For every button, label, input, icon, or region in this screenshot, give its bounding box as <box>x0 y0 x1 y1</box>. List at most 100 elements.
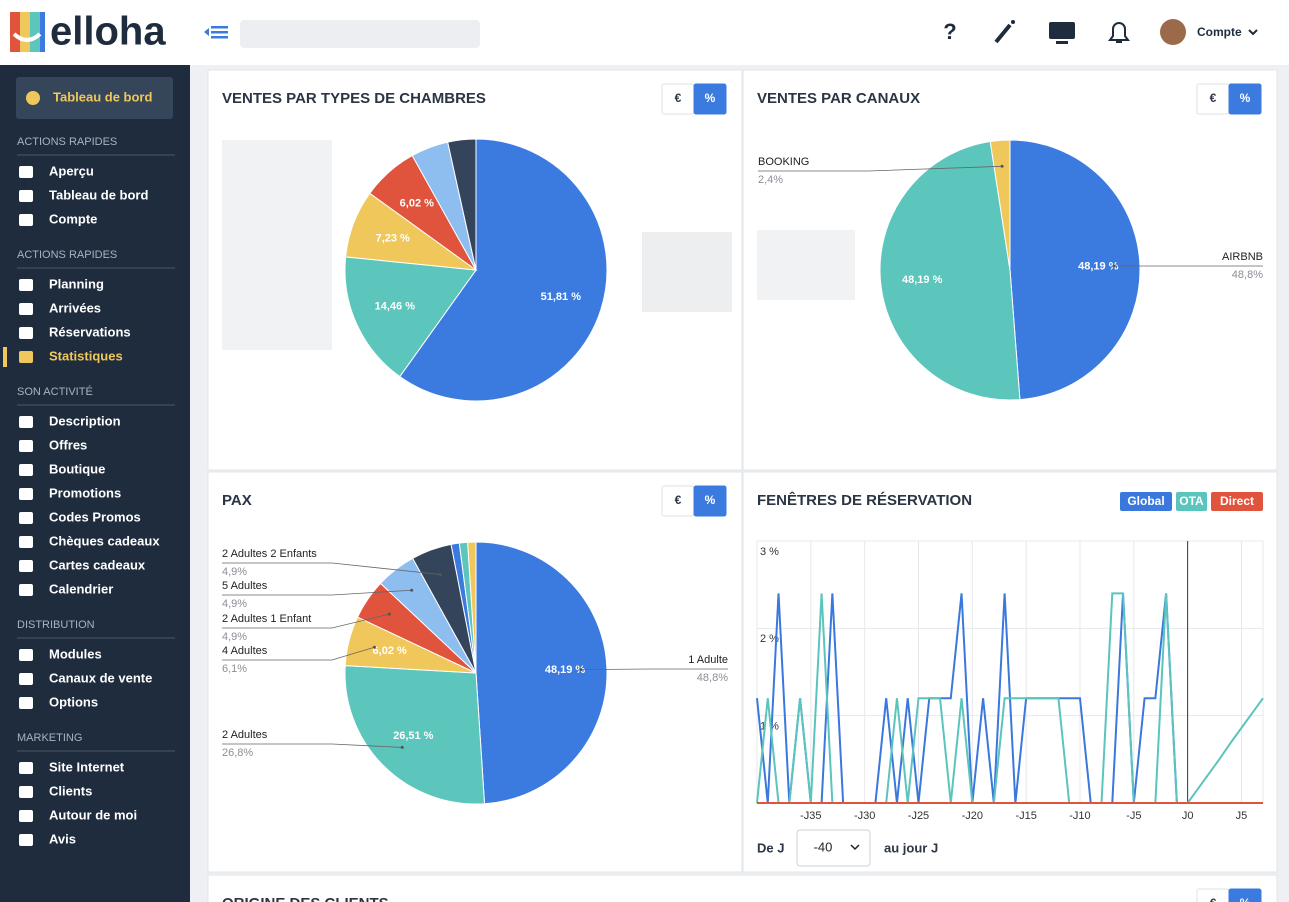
menu-icon <box>19 536 33 548</box>
toggle-label[interactable]: € <box>1210 91 1217 105</box>
menu-icon <box>19 351 33 363</box>
menu-item[interactable]: Tableau de bord <box>49 187 148 202</box>
toggle-label[interactable]: € <box>675 91 682 105</box>
menu-item[interactable]: Statistiques <box>49 348 123 363</box>
menu-item[interactable]: Chèques cadeaux <box>49 533 160 548</box>
toggle-button[interactable] <box>693 485 727 517</box>
menu-item[interactable]: Clients <box>49 783 92 798</box>
avatar[interactable] <box>1160 19 1186 45</box>
pie-slice <box>344 665 486 805</box>
menu-item[interactable]: Autour de moi <box>49 807 137 822</box>
callout-share: 48,8% <box>697 672 728 684</box>
logo-icon <box>30 12 40 52</box>
menu-item[interactable]: Modules <box>49 646 102 661</box>
callout-share: 4,9% <box>222 631 247 643</box>
leader-dot <box>1000 164 1004 168</box>
blurred-labels <box>757 230 855 300</box>
leader-dot <box>387 612 391 616</box>
panel-title: FENÊTRES DE RÉSERVATION <box>757 491 972 509</box>
legend-label[interactable]: OTA <box>1179 494 1204 508</box>
legend-button[interactable] <box>1176 492 1207 511</box>
help-icon[interactable]: ? <box>943 19 956 44</box>
menu-icon <box>19 810 33 822</box>
menu-icon <box>19 166 33 178</box>
callout-label: 2 Adultes <box>222 729 268 741</box>
screen-icon[interactable] <box>1049 22 1075 44</box>
menu-item[interactable]: Arrivées <box>49 300 101 315</box>
leader-line <box>758 165 1003 172</box>
legend-label[interactable]: Direct <box>1220 494 1254 508</box>
pie-slice <box>1009 139 1141 401</box>
toggle-label[interactable]: % <box>1240 91 1251 105</box>
range-select[interactable] <box>796 829 871 867</box>
wand-icon[interactable] <box>994 20 1015 44</box>
x-tick-label: J5 <box>1236 810 1248 822</box>
menu-item[interactable]: Offres <box>49 437 87 452</box>
x-tick-label: -J30 <box>854 810 875 822</box>
active-marker <box>3 347 7 367</box>
toggle-label[interactable]: % <box>1240 896 1251 902</box>
callout-label: 2 Adultes 1 Enfant <box>222 613 311 625</box>
panel <box>207 874 1278 902</box>
menu-item[interactable]: Cartes cadeaux <box>49 557 146 572</box>
menu-item[interactable]: Description <box>49 413 121 428</box>
leader-dot <box>579 668 583 672</box>
active-tab[interactable] <box>16 77 173 119</box>
logo: elloha <box>50 10 166 54</box>
toggle-label[interactable]: % <box>705 493 716 507</box>
menu-item[interactable]: Site Internet <box>49 759 125 774</box>
toggle-button[interactable] <box>1228 83 1262 115</box>
logo-icon <box>40 12 45 52</box>
toggle-label[interactable]: % <box>705 91 716 105</box>
toggle-label[interactable]: € <box>675 493 682 507</box>
y-tick-label: 2 % <box>760 633 779 645</box>
menu-item[interactable]: Planning <box>49 276 104 291</box>
dashboard-icon <box>26 91 40 105</box>
callout-share: 4,9% <box>222 566 247 578</box>
menu-item[interactable]: Codes Promos <box>49 509 141 524</box>
menu-icon <box>19 190 33 202</box>
legend-label[interactable]: Global <box>1127 494 1164 508</box>
x-tick-label: -J5 <box>1126 810 1141 822</box>
menu-icon <box>19 464 33 476</box>
legend-button[interactable] <box>1211 492 1263 511</box>
toggle-button[interactable] <box>1196 888 1230 902</box>
menu-icon <box>19 762 33 774</box>
callout-label: AIRBNB <box>1222 251 1263 263</box>
menu-icon <box>19 560 33 572</box>
section-title: MARKETING <box>17 732 82 744</box>
leader-line <box>580 668 728 670</box>
menu-item[interactable]: Aperçu <box>49 163 94 178</box>
legend-button[interactable] <box>1120 492 1172 511</box>
menu-icon <box>19 440 33 452</box>
menu-item[interactable]: Avis <box>49 831 76 846</box>
section-title: SON ACTIVITÉ <box>17 385 93 398</box>
toggle-button[interactable] <box>693 83 727 115</box>
panel-title: VENTES PAR CANAUX <box>757 90 920 107</box>
leader-line <box>222 562 441 575</box>
slice-label: 51,81 % <box>541 291 582 303</box>
callout-label: 2 Adultes 2 Enfants <box>222 548 317 560</box>
menu-toggle[interactable] <box>204 26 228 39</box>
menu-item[interactable]: Options <box>49 694 98 709</box>
menu-item[interactable]: Calendrier <box>49 581 113 596</box>
account-menu[interactable]: Compte <box>1197 25 1242 39</box>
menu-icon <box>19 512 33 524</box>
toggle-label[interactable]: € <box>1210 896 1217 902</box>
bell-icon[interactable] <box>1108 22 1130 43</box>
menu-item[interactable]: Compte <box>49 211 97 226</box>
toggle-button[interactable] <box>1228 888 1262 902</box>
slice-label: 7,23 % <box>376 232 410 244</box>
menu-item[interactable]: Réservations <box>49 324 131 339</box>
panel <box>742 471 1278 873</box>
menu-icon <box>19 416 33 428</box>
menu-item[interactable]: Canaux de vente <box>49 670 152 685</box>
menu-icon <box>19 279 33 291</box>
menu-item[interactable]: Boutique <box>49 461 105 476</box>
menu-item[interactable]: Promotions <box>49 485 121 500</box>
pie-slice <box>989 139 1011 271</box>
search-bar[interactable] <box>240 20 480 48</box>
active-tab-label[interactable]: Tableau de bord <box>53 89 152 104</box>
range-select-value[interactable]: -40 <box>814 839 833 854</box>
